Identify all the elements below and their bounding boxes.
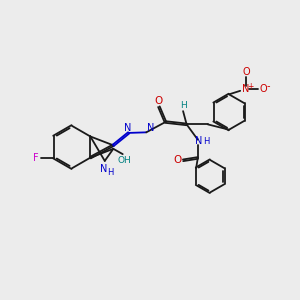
Text: N: N [195,136,203,146]
Text: O: O [154,96,163,106]
Text: +: + [247,82,253,91]
Text: N: N [100,164,107,174]
Text: N: N [124,123,132,133]
Text: H: H [203,137,209,146]
Text: F: F [33,153,39,163]
Text: -: - [266,81,270,91]
Text: N: N [147,123,154,133]
Text: O: O [242,67,250,77]
Text: OH: OH [117,156,131,165]
Text: H: H [180,101,187,110]
Text: O: O [173,155,181,165]
Text: N: N [242,84,250,94]
Text: O: O [260,84,268,94]
Text: H: H [107,168,113,177]
